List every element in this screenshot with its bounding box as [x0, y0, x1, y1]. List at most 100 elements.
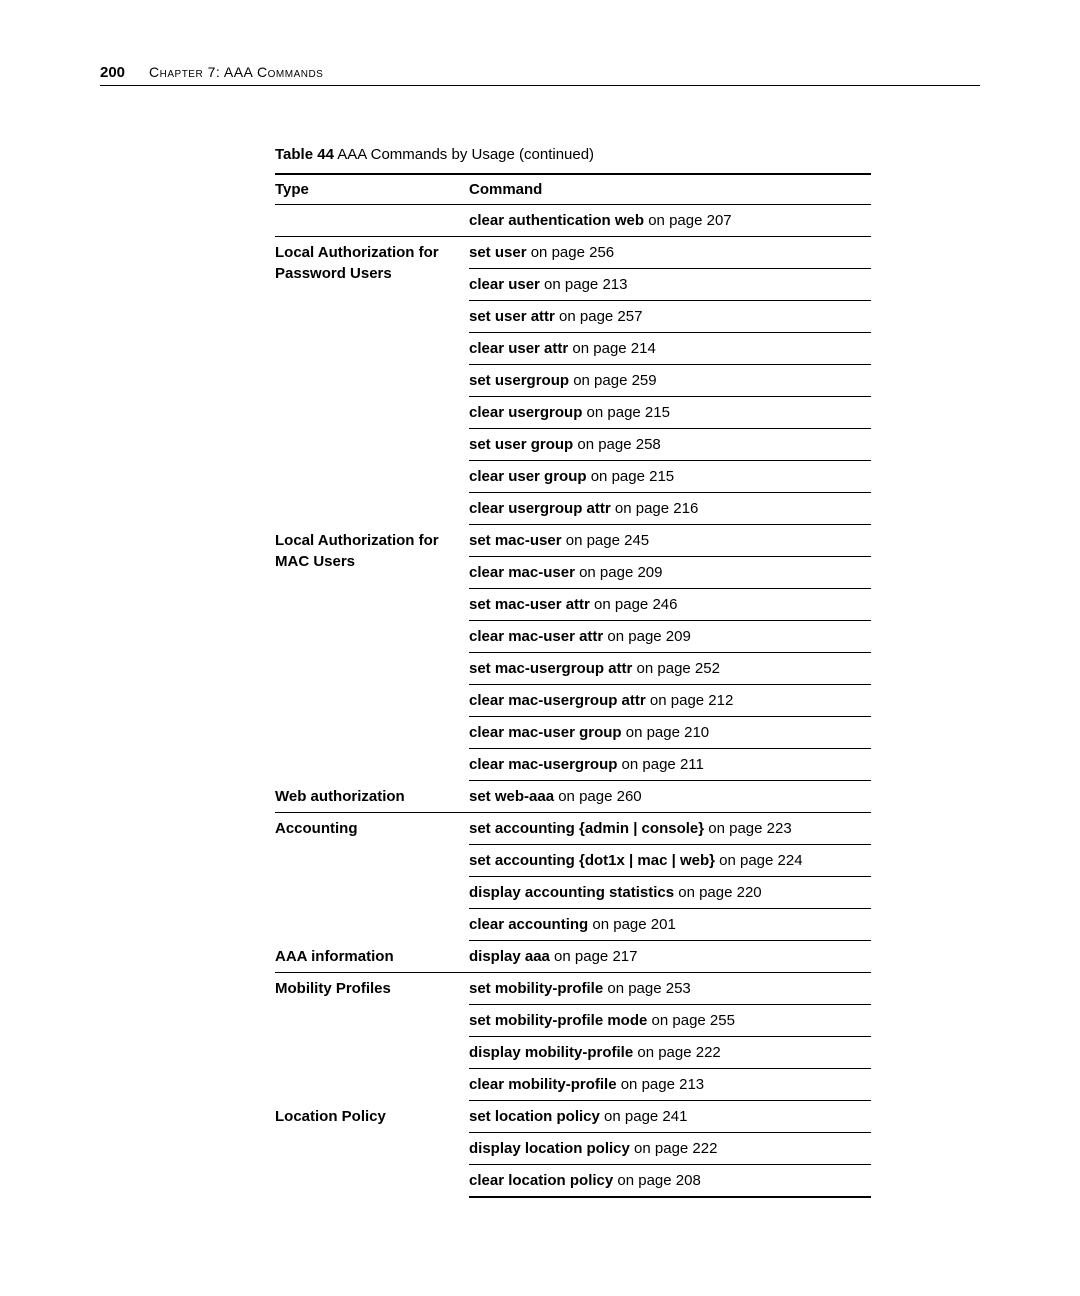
command-name: set accounting {admin | console}: [469, 820, 704, 837]
command-name: clear mac-user attr: [469, 628, 603, 645]
table-caption: Table 44 AAA Commands by Usage (continue…: [275, 146, 871, 163]
command-name: set location policy: [469, 1108, 600, 1125]
type-cell: Local Authorization for MAC Users: [275, 525, 469, 781]
type-cell: Accounting: [275, 813, 469, 941]
command-name: clear mobility-profile: [469, 1076, 617, 1093]
command-page-ref: on page 224: [715, 852, 803, 869]
commands-table: Type Command clear authentication web on…: [275, 173, 871, 1198]
command-name: set mobility-profile: [469, 980, 603, 997]
command-name: clear mac-user: [469, 564, 575, 581]
command-cell: set mac-usergroup attr on page 252: [469, 653, 871, 685]
command-name: set mobility-profile mode: [469, 1012, 647, 1029]
command-cell: set mobility-profile mode on page 255: [469, 1005, 871, 1037]
command-cell: clear user attr on page 214: [469, 333, 871, 365]
command-page-ref: on page 212: [646, 692, 734, 709]
command-name: set user group: [469, 436, 573, 453]
command-page-ref: on page 241: [600, 1108, 688, 1125]
command-name: display accounting statistics: [469, 884, 674, 901]
command-page-ref: on page 258: [573, 436, 661, 453]
command-page-ref: on page 259: [569, 372, 657, 389]
command-page-ref: on page 223: [704, 820, 792, 837]
command-name: set user attr: [469, 308, 555, 325]
table-body: clear authentication web on page 207Loca…: [275, 205, 871, 1198]
command-page-ref: on page 207: [644, 212, 732, 229]
command-name: clear authentication web: [469, 212, 644, 229]
command-cell: set web-aaa on page 260: [469, 781, 871, 813]
type-cell: Local Authorization for Password Users: [275, 237, 469, 525]
command-cell: set location policy on page 241: [469, 1101, 871, 1133]
table-row: Location Policyset location policy on pa…: [275, 1101, 871, 1133]
table-row: Accountingset accounting {admin | consol…: [275, 813, 871, 845]
command-name: set mac-user attr: [469, 596, 590, 613]
command-cell: clear location policy on page 208: [469, 1165, 871, 1198]
command-cell: set accounting {dot1x | mac | web} on pa…: [469, 845, 871, 877]
command-cell: clear mac-user attr on page 209: [469, 621, 871, 653]
command-cell: set user group on page 258: [469, 429, 871, 461]
command-page-ref: on page 255: [647, 1012, 735, 1029]
command-cell: display accounting statistics on page 22…: [469, 877, 871, 909]
command-name: set usergroup: [469, 372, 569, 389]
command-page-ref: on page 209: [603, 628, 691, 645]
table-row: clear authentication web on page 207: [275, 205, 871, 237]
command-name: clear user group: [469, 468, 587, 485]
command-page-ref: on page 245: [562, 532, 650, 549]
command-page-ref: on page 246: [590, 596, 678, 613]
command-cell: display mobility-profile on page 222: [469, 1037, 871, 1069]
command-name: display location policy: [469, 1140, 630, 1157]
command-page-ref: on page 220: [674, 884, 762, 901]
command-name: display mobility-profile: [469, 1044, 633, 1061]
type-cell: [275, 205, 469, 237]
command-page-ref: on page 213: [540, 276, 628, 293]
command-page-ref: on page 260: [554, 788, 642, 805]
command-cell: clear mac-usergroup on page 211: [469, 749, 871, 781]
command-name: clear user attr: [469, 340, 568, 357]
command-cell: set usergroup on page 259: [469, 365, 871, 397]
command-name: clear usergroup attr: [469, 500, 611, 517]
table-header-row: Type Command: [275, 174, 871, 205]
command-name: clear usergroup: [469, 404, 582, 421]
chapter-title: Chapter 7: AAA Commands: [149, 64, 323, 80]
command-name: clear mac-user group: [469, 724, 622, 741]
type-cell: AAA information: [275, 941, 469, 973]
command-page-ref: on page 213: [617, 1076, 705, 1093]
command-page-ref: on page 252: [632, 660, 720, 677]
command-page-ref: on page 222: [630, 1140, 718, 1157]
command-name: clear user: [469, 276, 540, 293]
command-name: clear mac-usergroup attr: [469, 692, 646, 709]
command-page-ref: on page 256: [527, 244, 615, 261]
column-header-command: Command: [469, 174, 871, 205]
command-cell: display location policy on page 222: [469, 1133, 871, 1165]
table-row: Mobility Profilesset mobility-profile on…: [275, 973, 871, 1005]
command-page-ref: on page 257: [555, 308, 643, 325]
command-page-ref: on page 222: [633, 1044, 721, 1061]
table-row: Local Authorization for Password Usersse…: [275, 237, 871, 269]
command-cell: clear user group on page 215: [469, 461, 871, 493]
command-page-ref: on page 201: [588, 916, 676, 933]
command-page-ref: on page 211: [617, 756, 703, 773]
table-row: AAA informationdisplay aaa on page 217: [275, 941, 871, 973]
command-cell: clear authentication web on page 207: [469, 205, 871, 237]
table-caption-label: Table 44: [275, 146, 334, 163]
command-name: display aaa: [469, 948, 550, 965]
command-cell: set mobility-profile on page 253: [469, 973, 871, 1005]
command-name: set accounting {dot1x | mac | web}: [469, 852, 715, 869]
command-cell: clear mobility-profile on page 213: [469, 1069, 871, 1101]
type-cell: Web authorization: [275, 781, 469, 813]
command-name: set web-aaa: [469, 788, 554, 805]
command-cell: clear accounting on page 201: [469, 909, 871, 941]
command-name: set mac-user: [469, 532, 562, 549]
command-page-ref: on page 253: [603, 980, 691, 997]
command-name: clear location policy: [469, 1172, 613, 1189]
command-cell: set mac-user on page 245: [469, 525, 871, 557]
command-page-ref: on page 215: [582, 404, 670, 421]
table-caption-text: AAA Commands by Usage (continued): [334, 146, 594, 163]
command-page-ref: on page 217: [550, 948, 638, 965]
command-page-ref: on page 215: [587, 468, 675, 485]
page-header: 200 Chapter 7: AAA Commands: [100, 64, 980, 86]
command-cell: clear usergroup attr on page 216: [469, 493, 871, 525]
type-cell: Mobility Profiles: [275, 973, 469, 1101]
type-cell: Location Policy: [275, 1101, 469, 1198]
page-number: 200: [100, 64, 125, 81]
command-name: clear accounting: [469, 916, 588, 933]
command-cell: clear mac-usergroup attr on page 212: [469, 685, 871, 717]
